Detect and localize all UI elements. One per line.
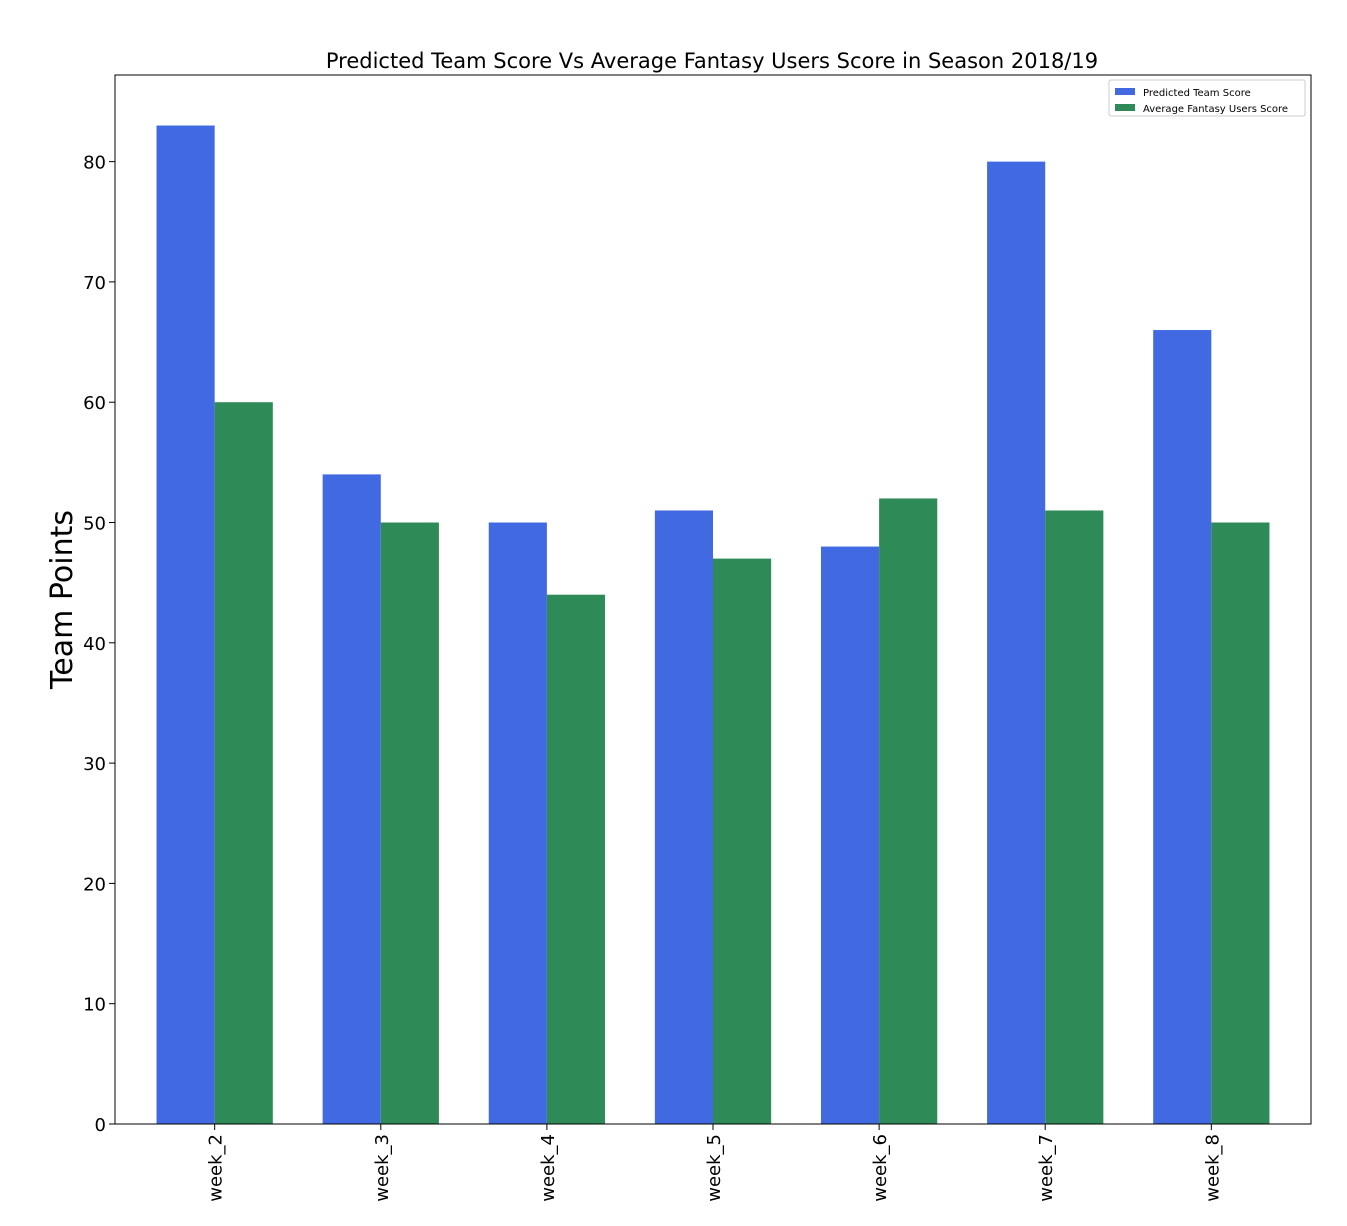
x-axis-ticks: week_2 week_3 week_4 week_5 week_6 week_7 week… bbox=[206, 1124, 1223, 1202]
bar-week_7-series-1 bbox=[987, 161, 1046, 1124]
x-tick-label-week_4: week_4 bbox=[538, 1134, 559, 1202]
chart-title: Predicted Team Score Vs Average Fantasy … bbox=[326, 49, 1098, 73]
x-tick-label-week_7: week_7 bbox=[1036, 1134, 1057, 1202]
y-tick-label: 20 bbox=[83, 874, 106, 895]
x-tick-label-week_2: week_2 bbox=[206, 1134, 227, 1202]
legend-box bbox=[1108, 79, 1306, 117]
y-tick-label: 80 bbox=[83, 153, 106, 174]
bar-week_8-series-2 bbox=[1211, 522, 1270, 1124]
legend: Predicted Team Score Average Fantasy User… bbox=[1108, 79, 1306, 117]
legend-label-1: Predicted Team Score bbox=[1143, 88, 1251, 99]
y-axis-ticks: 0 10 20 30 40 50 60 70 80 bbox=[83, 153, 115, 1136]
bar-week_8-series-1 bbox=[1153, 330, 1212, 1124]
y-tick-label: 60 bbox=[83, 393, 106, 414]
y-tick-label: 40 bbox=[83, 634, 106, 655]
plot-area-frame bbox=[114, 74, 1312, 1125]
bar-week_4-series-2 bbox=[546, 594, 606, 1124]
y-tick-label: 30 bbox=[83, 754, 106, 775]
x-tick-label-week_3: week_3 bbox=[372, 1134, 393, 1202]
bar-week_5-series-2 bbox=[713, 558, 772, 1124]
bar-week_6-series-2 bbox=[879, 498, 938, 1124]
bar-week_7-series-2 bbox=[1045, 510, 1104, 1124]
x-tick-label-week_6: week_6 bbox=[870, 1134, 891, 1202]
y-axis-label: Team Points bbox=[45, 510, 80, 690]
y-tick-label: 70 bbox=[83, 273, 106, 294]
bars-group bbox=[156, 125, 1270, 1125]
y-tick-label: 10 bbox=[83, 995, 106, 1016]
legend-swatch-1 bbox=[1115, 88, 1135, 95]
bar-week_3-series-2 bbox=[380, 522, 439, 1124]
bar-week_4-series-1 bbox=[488, 522, 547, 1124]
bar-week_2-series-1 bbox=[156, 125, 215, 1125]
bar-week_6-series-1 bbox=[820, 546, 880, 1124]
legend-label-2: Average Fantasy Users Score bbox=[1143, 104, 1288, 115]
legend-swatch-2 bbox=[1115, 104, 1135, 111]
y-tick-label: 50 bbox=[83, 514, 106, 535]
x-tick-label-week_8: week_8 bbox=[1202, 1134, 1223, 1202]
bar-week_3-series-1 bbox=[322, 474, 381, 1125]
bar-week_2-series-2 bbox=[214, 402, 273, 1124]
x-tick-label-week_5: week_5 bbox=[704, 1134, 725, 1202]
bar-week_5-series-1 bbox=[654, 510, 713, 1124]
y-tick-label: 0 bbox=[95, 1115, 106, 1136]
